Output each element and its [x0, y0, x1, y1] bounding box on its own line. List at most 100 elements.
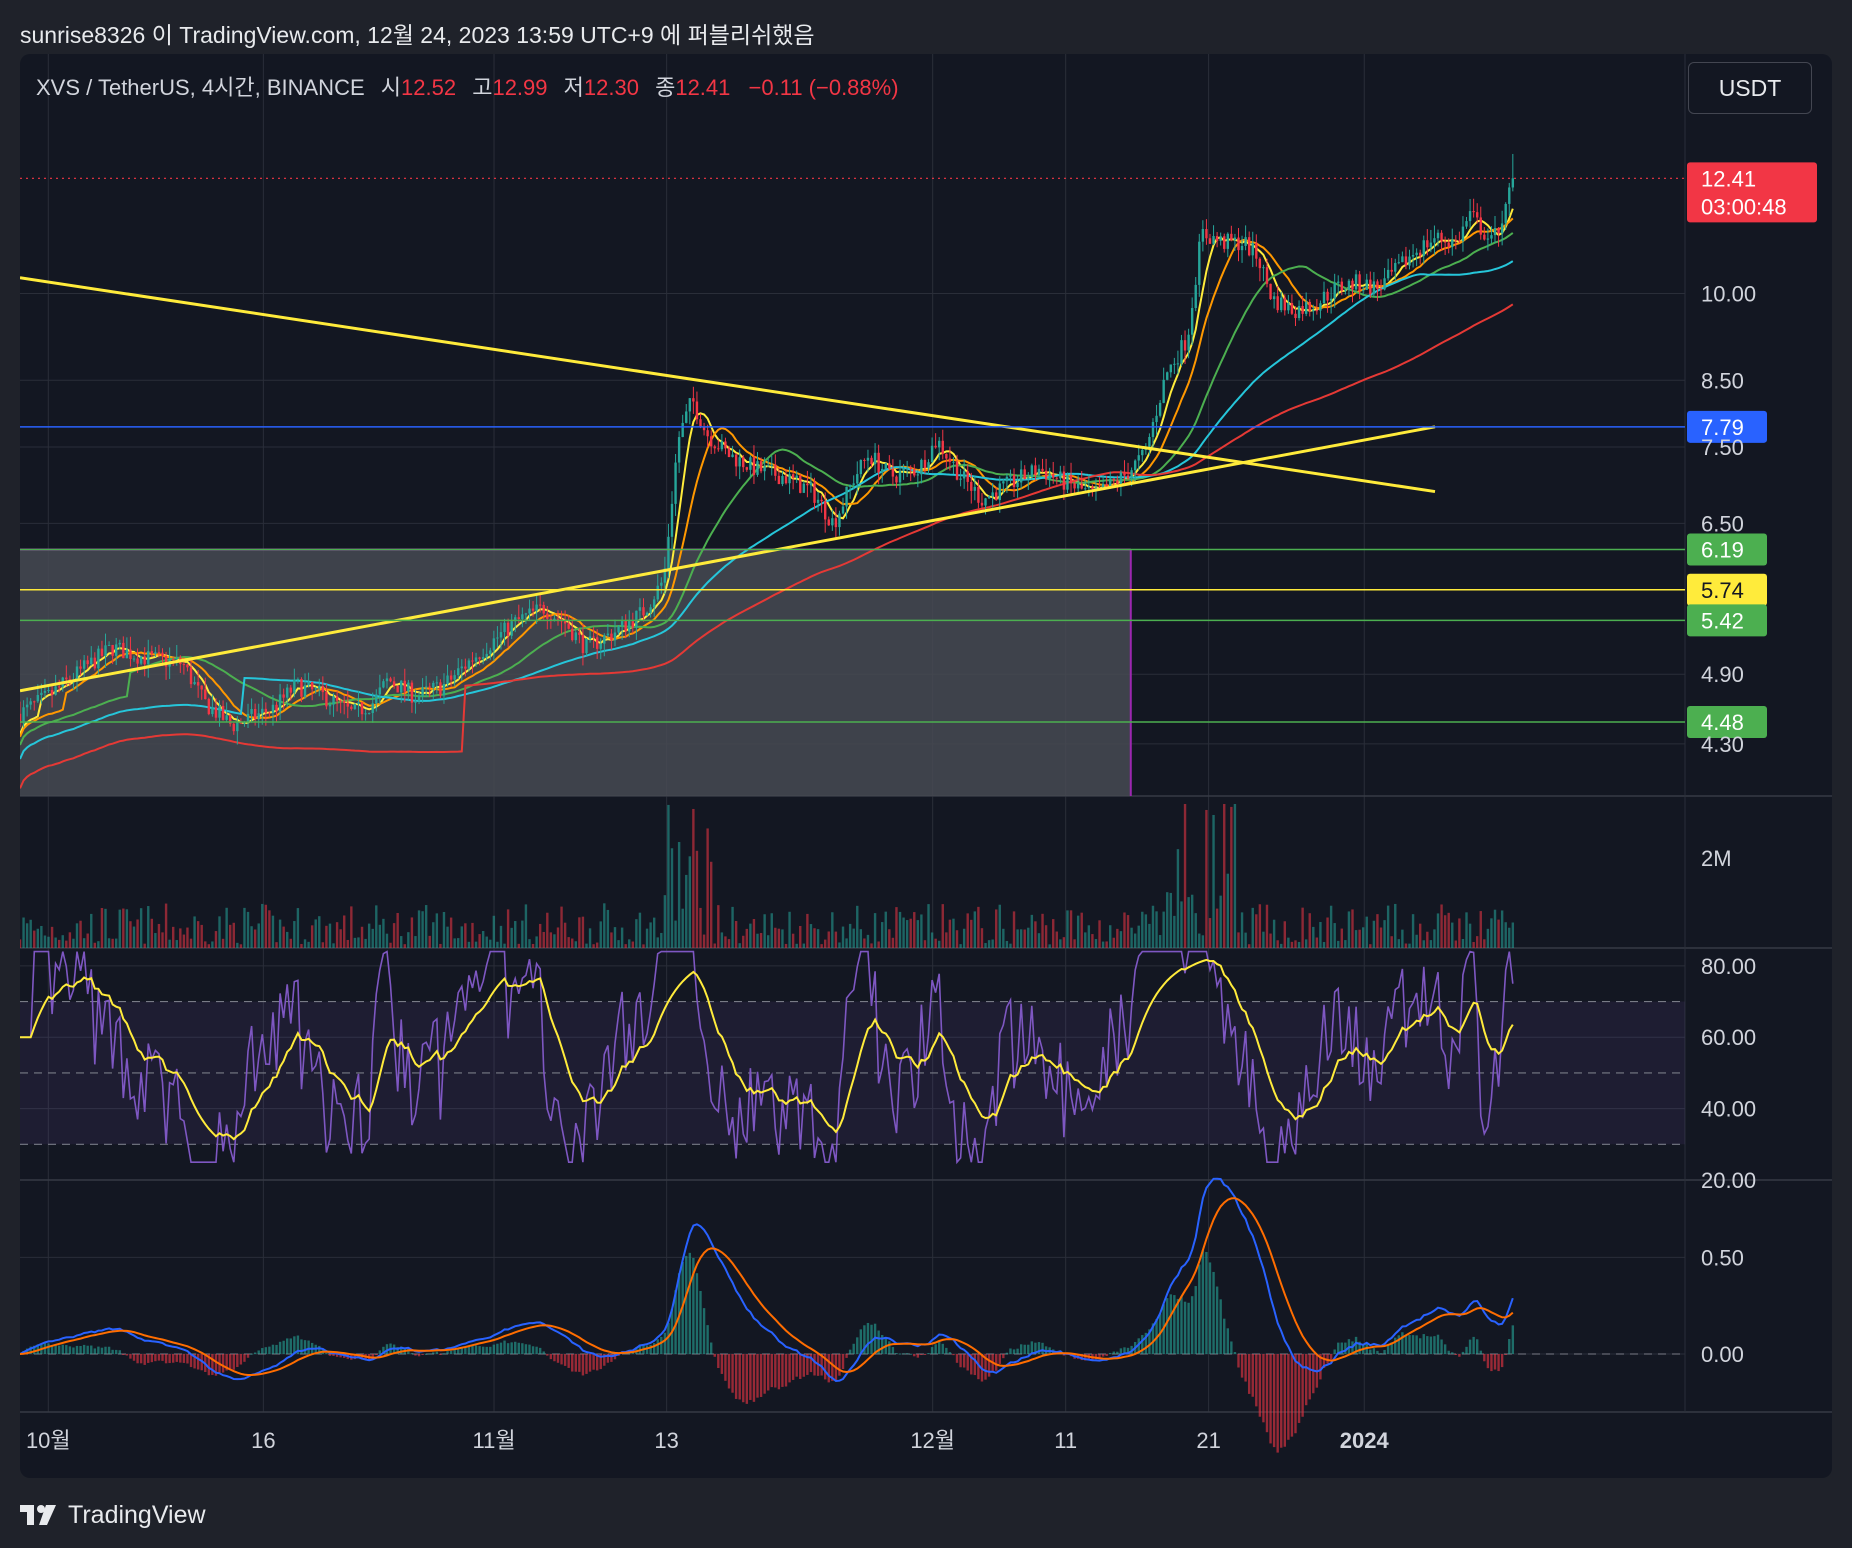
- candle-body: [617, 626, 620, 633]
- candle: [1080, 470, 1083, 490]
- candle: [1433, 225, 1436, 255]
- macd-hist-bar: [1016, 1348, 1019, 1354]
- macd-hist-bar: [1173, 1295, 1176, 1354]
- macd-hist-bar: [948, 1352, 952, 1354]
- macd-hist-bar: [1486, 1354, 1490, 1369]
- macd-hist-bar: [1290, 1354, 1294, 1437]
- volume-bar: [282, 926, 285, 948]
- macd-hist-bar: [1230, 1341, 1233, 1354]
- volume-bar: [1447, 912, 1450, 948]
- candle: [1493, 216, 1497, 244]
- candle-body: [1176, 363, 1180, 365]
- macd-hist-bar: [895, 1353, 898, 1355]
- candle: [567, 615, 570, 630]
- candle: [1490, 226, 1493, 244]
- volume-bar: [1269, 933, 1272, 948]
- volume-bar: [1265, 904, 1269, 948]
- candle: [75, 660, 79, 692]
- macd-hist-bar: [1415, 1335, 1418, 1354]
- candle-body: [186, 664, 189, 668]
- volume-bar: [1504, 922, 1507, 948]
- candle-body: [143, 656, 146, 665]
- volume-bar: [90, 913, 93, 948]
- candle-body: [581, 634, 585, 654]
- candle: [813, 477, 816, 510]
- volume-bar: [107, 938, 111, 948]
- candle-body: [1073, 483, 1076, 489]
- macd-hist-bar: [1116, 1351, 1119, 1354]
- volume-bar: [82, 938, 86, 948]
- macd-hist-bar: [934, 1344, 937, 1354]
- candle-body: [652, 599, 656, 608]
- candle-body: [531, 608, 535, 611]
- macd-hist-bar: [250, 1353, 253, 1355]
- macd-hist-bar: [232, 1354, 235, 1370]
- volume-bar: [1276, 940, 1279, 948]
- candle-body: [1116, 480, 1119, 484]
- volume-bar: [834, 931, 838, 948]
- candle: [1223, 233, 1226, 253]
- candle-body: [1280, 297, 1283, 311]
- symbol-name[interactable]: XVS / TetherUS, 4시간, BINANCE: [36, 75, 365, 100]
- volume-bar: [271, 915, 275, 948]
- macd-hist-bar: [1005, 1352, 1009, 1354]
- macd-hist-bar: [86, 1345, 89, 1354]
- macd-hist-bar: [264, 1347, 268, 1354]
- candle-body: [838, 513, 841, 528]
- candle: [966, 464, 969, 492]
- volume-bar: [1372, 920, 1376, 948]
- macd-hist-bar: [891, 1347, 895, 1354]
- candle: [492, 630, 496, 661]
- volume-bar: [1130, 927, 1133, 948]
- macd-hist-bar: [132, 1354, 136, 1361]
- candle: [1301, 295, 1304, 321]
- macd-hist-bar: [923, 1354, 927, 1355]
- candle: [1251, 231, 1254, 268]
- volume-bar: [424, 905, 428, 948]
- macd-hist-bar: [65, 1345, 68, 1354]
- volume-bar: [1283, 921, 1287, 948]
- rsi-tick-label: 20.00: [1701, 1168, 1756, 1193]
- macd-hist-bar: [1429, 1336, 1433, 1354]
- volume-bar: [1304, 939, 1308, 948]
- candle-body: [823, 501, 827, 520]
- volume-bar: [1144, 914, 1148, 948]
- macd-hist-bar: [1294, 1354, 1297, 1434]
- macd-hist-bar: [414, 1354, 417, 1356]
- candle: [1329, 287, 1333, 314]
- candle-body: [1002, 481, 1005, 484]
- volume-bar: [1208, 918, 1212, 948]
- candle: [724, 437, 727, 455]
- candle: [278, 683, 282, 721]
- volume-bar: [1080, 912, 1083, 948]
- volume-bar: [1383, 920, 1386, 948]
- macd-hist-bar: [72, 1347, 75, 1354]
- candle: [296, 677, 300, 684]
- candle-body: [667, 536, 670, 569]
- candle-body: [524, 613, 528, 615]
- candle: [1059, 465, 1062, 484]
- candle-body: [660, 582, 663, 586]
- price-chart[interactable]: 7.796.195.745.424.4810.008.507.506.504.9…: [20, 54, 1832, 1478]
- candle-body: [628, 621, 631, 632]
- candle-body: [157, 652, 161, 654]
- candle-body: [389, 678, 392, 682]
- macd-hist-bar: [1493, 1354, 1497, 1370]
- candle-body: [1237, 237, 1240, 251]
- candle: [542, 601, 545, 620]
- currency-button[interactable]: USDT: [1688, 62, 1812, 114]
- macd-hist-bar: [1240, 1354, 1244, 1378]
- macd-hist-bar: [114, 1349, 118, 1354]
- candle-body: [955, 461, 959, 480]
- volume-bar: [1052, 919, 1055, 948]
- volume-bar: [877, 941, 880, 948]
- candle-body: [392, 681, 396, 687]
- macd-hist-bar: [1233, 1351, 1237, 1354]
- volume-bar: [766, 935, 770, 948]
- volume-bar: [845, 938, 848, 948]
- macd-hist-bar: [1148, 1329, 1151, 1354]
- last-price-label: 12.41: [1701, 166, 1756, 191]
- candle: [1333, 273, 1336, 308]
- candle-body: [40, 692, 43, 696]
- candle: [1358, 270, 1361, 300]
